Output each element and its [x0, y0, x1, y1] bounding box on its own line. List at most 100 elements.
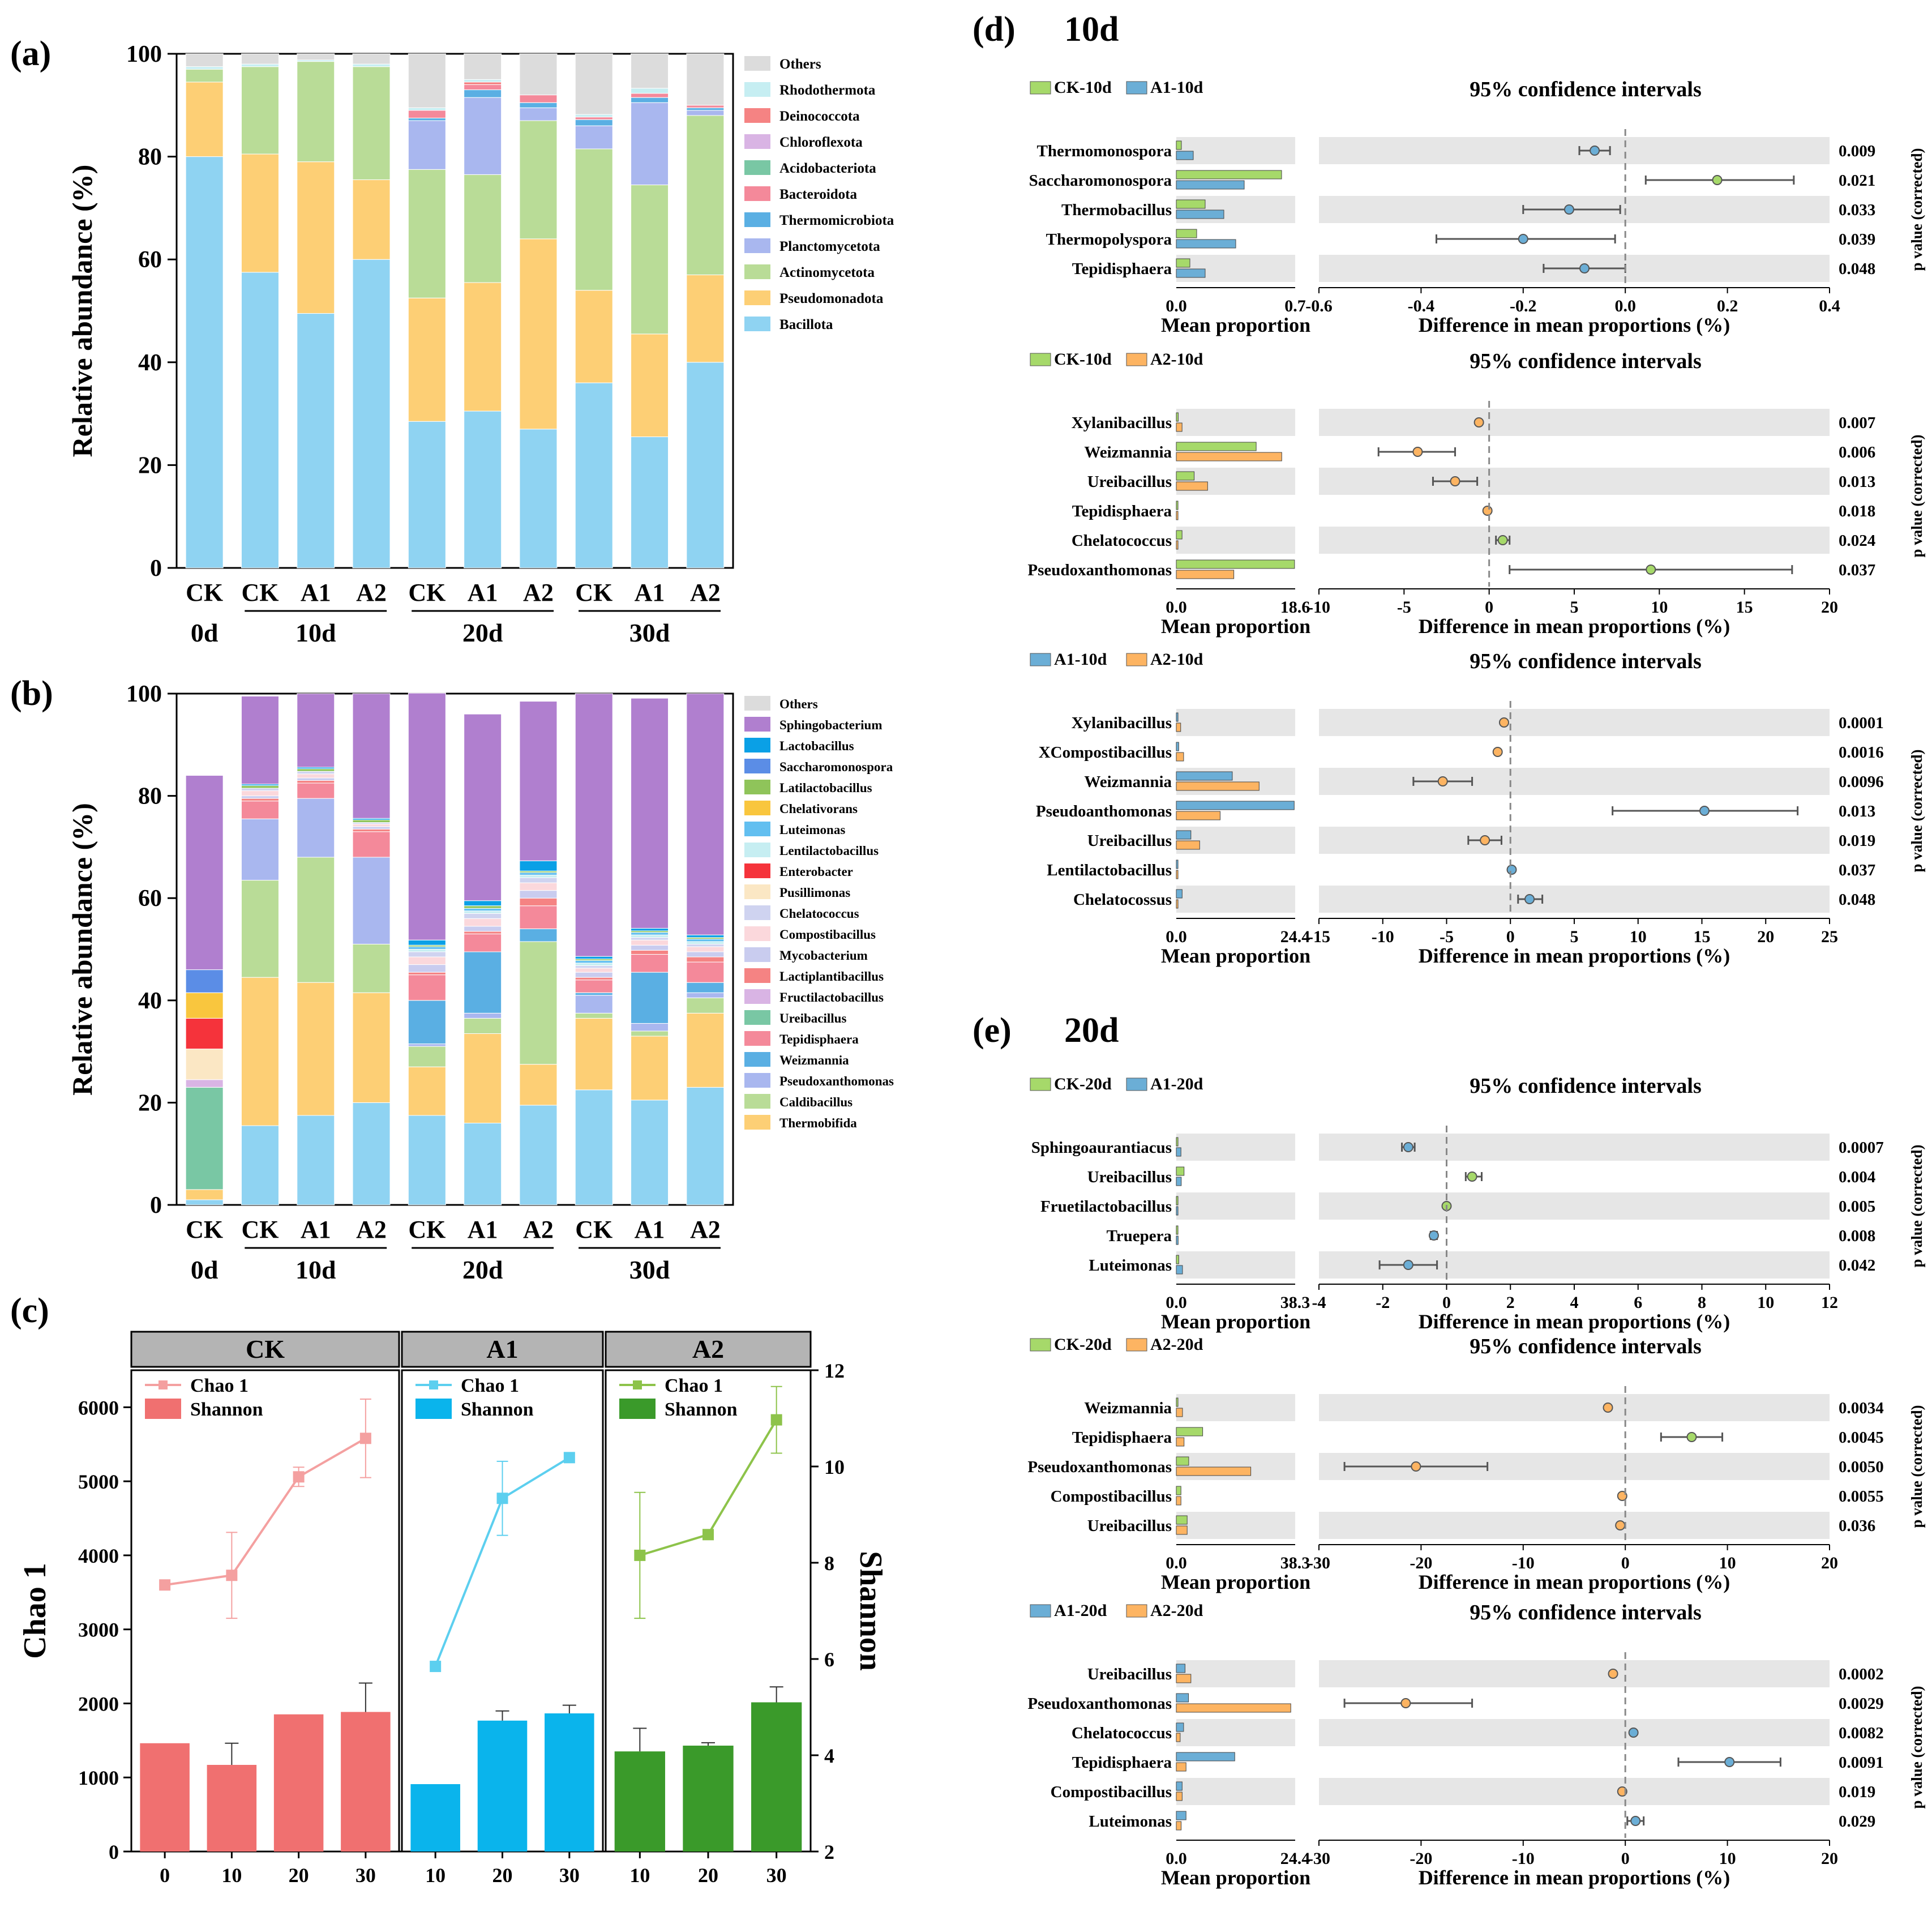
e1-mean-bar-2: [1176, 1177, 1182, 1186]
b-bar-weizmannia: [352, 857, 391, 944]
d2-diff-tick-label: -10: [1308, 598, 1330, 617]
d1-mean-bar-1: [1176, 258, 1190, 268]
d1-legend-group-1: CK-10d: [1054, 78, 1112, 97]
e3-mean-bar-2: [1176, 1733, 1181, 1742]
a-legend-label: Bacillota: [779, 317, 833, 332]
d3-row-name: Pseudoanthomonas: [1036, 802, 1172, 820]
a-bar-rhodothermota: [241, 63, 279, 67]
d3-diff-point: [1498, 717, 1509, 728]
b-group-label: 0d: [191, 1255, 219, 1284]
a-bar-bacteroidota: [464, 84, 502, 91]
b-bar-pseudoxanthomonas: [519, 941, 558, 1065]
c-right-tick-label: 8: [824, 1552, 834, 1575]
b-bar-compostibacillus: [575, 972, 613, 978]
b-group-label: 20d: [462, 1255, 503, 1284]
c-legend-chao: Chao 1: [665, 1375, 723, 1396]
d2-p-value: 0.024: [1839, 532, 1875, 550]
b-bar-mycobacterium: [408, 972, 446, 976]
b-bar-compostibacillus: [631, 944, 669, 951]
a-bar-bacteroidota: [686, 105, 725, 108]
a-bar-bacillota: [297, 313, 335, 568]
e2-p-value: 0.0045: [1839, 1429, 1884, 1447]
d1-p-value: 0.039: [1839, 230, 1875, 249]
d2-mean-bar-2: [1176, 481, 1208, 491]
a-bar-planctomycetota: [464, 97, 502, 175]
a-bar-actinomycetota: [686, 115, 725, 275]
b-bar-pusillimonas: [631, 937, 669, 940]
e3-row-name: Ureibacillus: [1087, 1665, 1172, 1683]
a-bar-others: [519, 53, 558, 96]
d3-mean-bar-2: [1176, 752, 1184, 762]
e2-row-name: Weizmannia: [1084, 1399, 1172, 1417]
e1-mean-bar-1: [1176, 1166, 1185, 1176]
a-legend-label: Actinomycetota: [779, 265, 875, 280]
d3-diff-point: [1480, 835, 1490, 845]
d3-row-name: XCompostibacillus: [1039, 743, 1172, 762]
a-legend-swatch-thermomicrobiota: [744, 212, 770, 227]
e3-legend-swatch-1: [1030, 1604, 1051, 1618]
b-bar-thermobifida: [575, 1089, 613, 1205]
d2-diff-point: [1450, 476, 1460, 486]
b-bar-chelativorans: [686, 938, 725, 942]
b-bar-caldibacillus: [631, 1036, 669, 1101]
b-bar-tepidisphaera: [631, 972, 669, 1024]
b-bar-luteimonas: [631, 934, 669, 938]
a-bar-actinomycetota: [631, 185, 669, 335]
e3-p-value: 0.019: [1839, 1783, 1875, 1801]
a-bar-deinococcota: [464, 82, 502, 85]
d3-diff-tick-label: 5: [1570, 927, 1579, 946]
e1-row-band-diff: [1319, 1134, 1830, 1161]
a-bar-pseudomonadota: [686, 274, 725, 363]
b-panel-label: (b): [10, 674, 53, 713]
e1-p-value: 0.005: [1839, 1198, 1875, 1216]
d3-legend-group-2: A2-10d: [1150, 650, 1203, 669]
b-legend-label: Compostibacillus: [779, 927, 876, 942]
b-bar-pusillimonas: [297, 771, 335, 775]
d1-row-band-mean: [1176, 255, 1295, 282]
d3-diff-tick-label: 10: [1630, 927, 1647, 946]
e3-row-name: Pseudoxanthomonas: [1027, 1695, 1172, 1713]
c-shannon-bar: [751, 1702, 802, 1852]
a-legend-swatch-chloroflexota: [744, 134, 770, 149]
b-bar-tepidisphaera: [686, 982, 725, 993]
b-bar-sphingobacterium: [519, 860, 558, 871]
d2-diff-tick-label: 15: [1736, 598, 1753, 617]
a-legend-label: Planctomycetota: [779, 239, 880, 254]
b-legend-swatch-luteimonas: [744, 822, 770, 836]
b-legend-label: Pseudoxanthomonas: [779, 1074, 894, 1088]
c-x-tick-label: 20: [492, 1864, 513, 1887]
e2-mean-bar-1: [1176, 1515, 1188, 1525]
e3-p-axis-label: p value (corrected): [1908, 1686, 1925, 1809]
a-y-tick-label: 80: [138, 144, 162, 170]
d1-mean-bar-1: [1176, 229, 1197, 238]
a-group-label: 10d: [295, 618, 336, 647]
a-bar-planctomycetota: [575, 125, 613, 149]
a-x-label: A2: [523, 579, 554, 606]
e2-legend-swatch-1: [1030, 1338, 1051, 1352]
d1-mean-bar-1: [1176, 170, 1282, 179]
b-bar-weizmannia: [297, 798, 335, 858]
b-bar-lactiplantibacillus: [185, 1079, 224, 1088]
c-x-tick-label: 20: [698, 1864, 718, 1887]
b-bar-weizmannia: [575, 995, 613, 1014]
a-bar-thermomicrobiota: [408, 118, 446, 121]
b-legend-swatch-pusillimonas: [744, 884, 770, 899]
b-bar-mycobacterium: [575, 977, 613, 981]
e1-diff-tick-label: 6: [1634, 1293, 1642, 1312]
e3-diff-point: [1628, 1728, 1639, 1738]
a-bar-pseudomonadota: [185, 82, 224, 157]
d3-diff-tick-label: -5: [1440, 927, 1454, 946]
e3-mean-tick: 0.0: [1166, 1849, 1187, 1868]
b-x-label: A2: [690, 1216, 721, 1243]
c-right-tick-label: 4: [824, 1744, 834, 1767]
c-shannon-bar: [545, 1713, 594, 1852]
a-bar-actinomycetota: [408, 169, 446, 298]
a-bar-planctomycetota: [408, 120, 446, 170]
e2-legend-group-2: A2-20d: [1150, 1335, 1203, 1354]
b-legend-swatch-chelativorans: [744, 801, 770, 815]
d1-legend-swatch-1: [1030, 81, 1051, 95]
b-y-tick-label: 40: [138, 988, 162, 1014]
b-bar-luteimonas: [408, 949, 446, 952]
a-legend-label: Bacteroidota: [779, 187, 858, 202]
b-bar-pusillimonas: [686, 943, 725, 947]
